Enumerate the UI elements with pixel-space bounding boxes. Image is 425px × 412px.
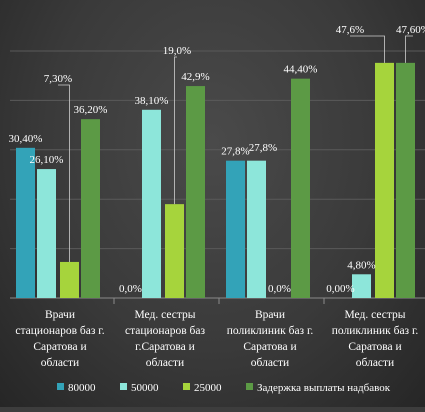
bar: [81, 119, 100, 298]
legend-label: 50000: [131, 382, 159, 394]
legend-label: 80000: [68, 382, 96, 394]
leader-line: [350, 35, 385, 63]
data-label: 27,8%: [221, 146, 249, 158]
category-label: Мед. сестры: [134, 309, 195, 321]
category-label: области: [146, 357, 184, 369]
bar: [375, 62, 394, 298]
data-label: 4,80%: [347, 259, 375, 271]
data-label: 42,9%: [181, 71, 209, 83]
legend: 80000 50000 25000 Задержка выплаты надбавок: [57, 382, 391, 394]
category-label: Саратова и: [348, 341, 401, 353]
data-label: 30,40%: [9, 133, 43, 145]
category-label: г.Саратова и: [135, 341, 195, 353]
bar: [291, 78, 310, 298]
legend-swatch: [183, 383, 190, 390]
data-label: 26,10%: [30, 154, 64, 166]
bar: [247, 160, 266, 298]
data-label: 0,0%: [119, 283, 142, 295]
category-label: стационаров баз г.: [15, 325, 104, 337]
category-label: Врачи: [255, 309, 285, 321]
data-label: 36,20%: [74, 104, 108, 116]
bar: [37, 169, 56, 298]
legend-label: 25000: [194, 382, 222, 394]
bar: [142, 109, 161, 298]
data-label: 47,6%: [336, 24, 364, 36]
data-label: 27,8%: [249, 142, 277, 154]
category-label: поликлиник баз г.: [332, 325, 419, 337]
data-label: 38,10%: [135, 95, 169, 107]
data-label: 0,0%: [268, 283, 291, 295]
data-labels: 30,40% 0,0% 27,8% 0,00% 26,10% 38,10% 27,8% 4,8…: [9, 24, 425, 295]
leader-line: [405, 35, 413, 63]
leader-line: [58, 84, 70, 262]
bars: [16, 62, 415, 298]
legend-swatch: [246, 383, 253, 390]
category-label: поликлиник баз г.: [227, 325, 314, 337]
category-label: области: [41, 357, 79, 369]
bar: [226, 160, 245, 298]
data-label: 47,60%: [396, 24, 425, 36]
category-label: Врачи: [45, 309, 75, 321]
bar: [352, 274, 371, 298]
bar: [186, 86, 205, 298]
legend-label: Задержка выплаты надбавок: [257, 382, 391, 394]
category-label: области: [251, 357, 289, 369]
category-label: области: [356, 357, 394, 369]
data-label: 19,0%: [163, 45, 191, 57]
bar: [60, 261, 79, 298]
category-label: Саратова и: [33, 341, 86, 353]
category-label: Саратова и: [243, 341, 296, 353]
bar: [165, 204, 184, 298]
legend-swatch: [120, 383, 127, 390]
legend-swatch: [57, 383, 64, 390]
data-label: 44,40%: [284, 64, 318, 76]
data-label: 0,00%: [326, 283, 354, 295]
category-label: стационаров баз: [125, 325, 205, 337]
data-label: 7,30%: [44, 73, 72, 85]
bar: [16, 147, 35, 298]
leader-lines: [58, 35, 413, 262]
bar: [396, 62, 415, 298]
leader-line: [174, 56, 177, 205]
category-label: Мед. сестры: [344, 309, 405, 321]
